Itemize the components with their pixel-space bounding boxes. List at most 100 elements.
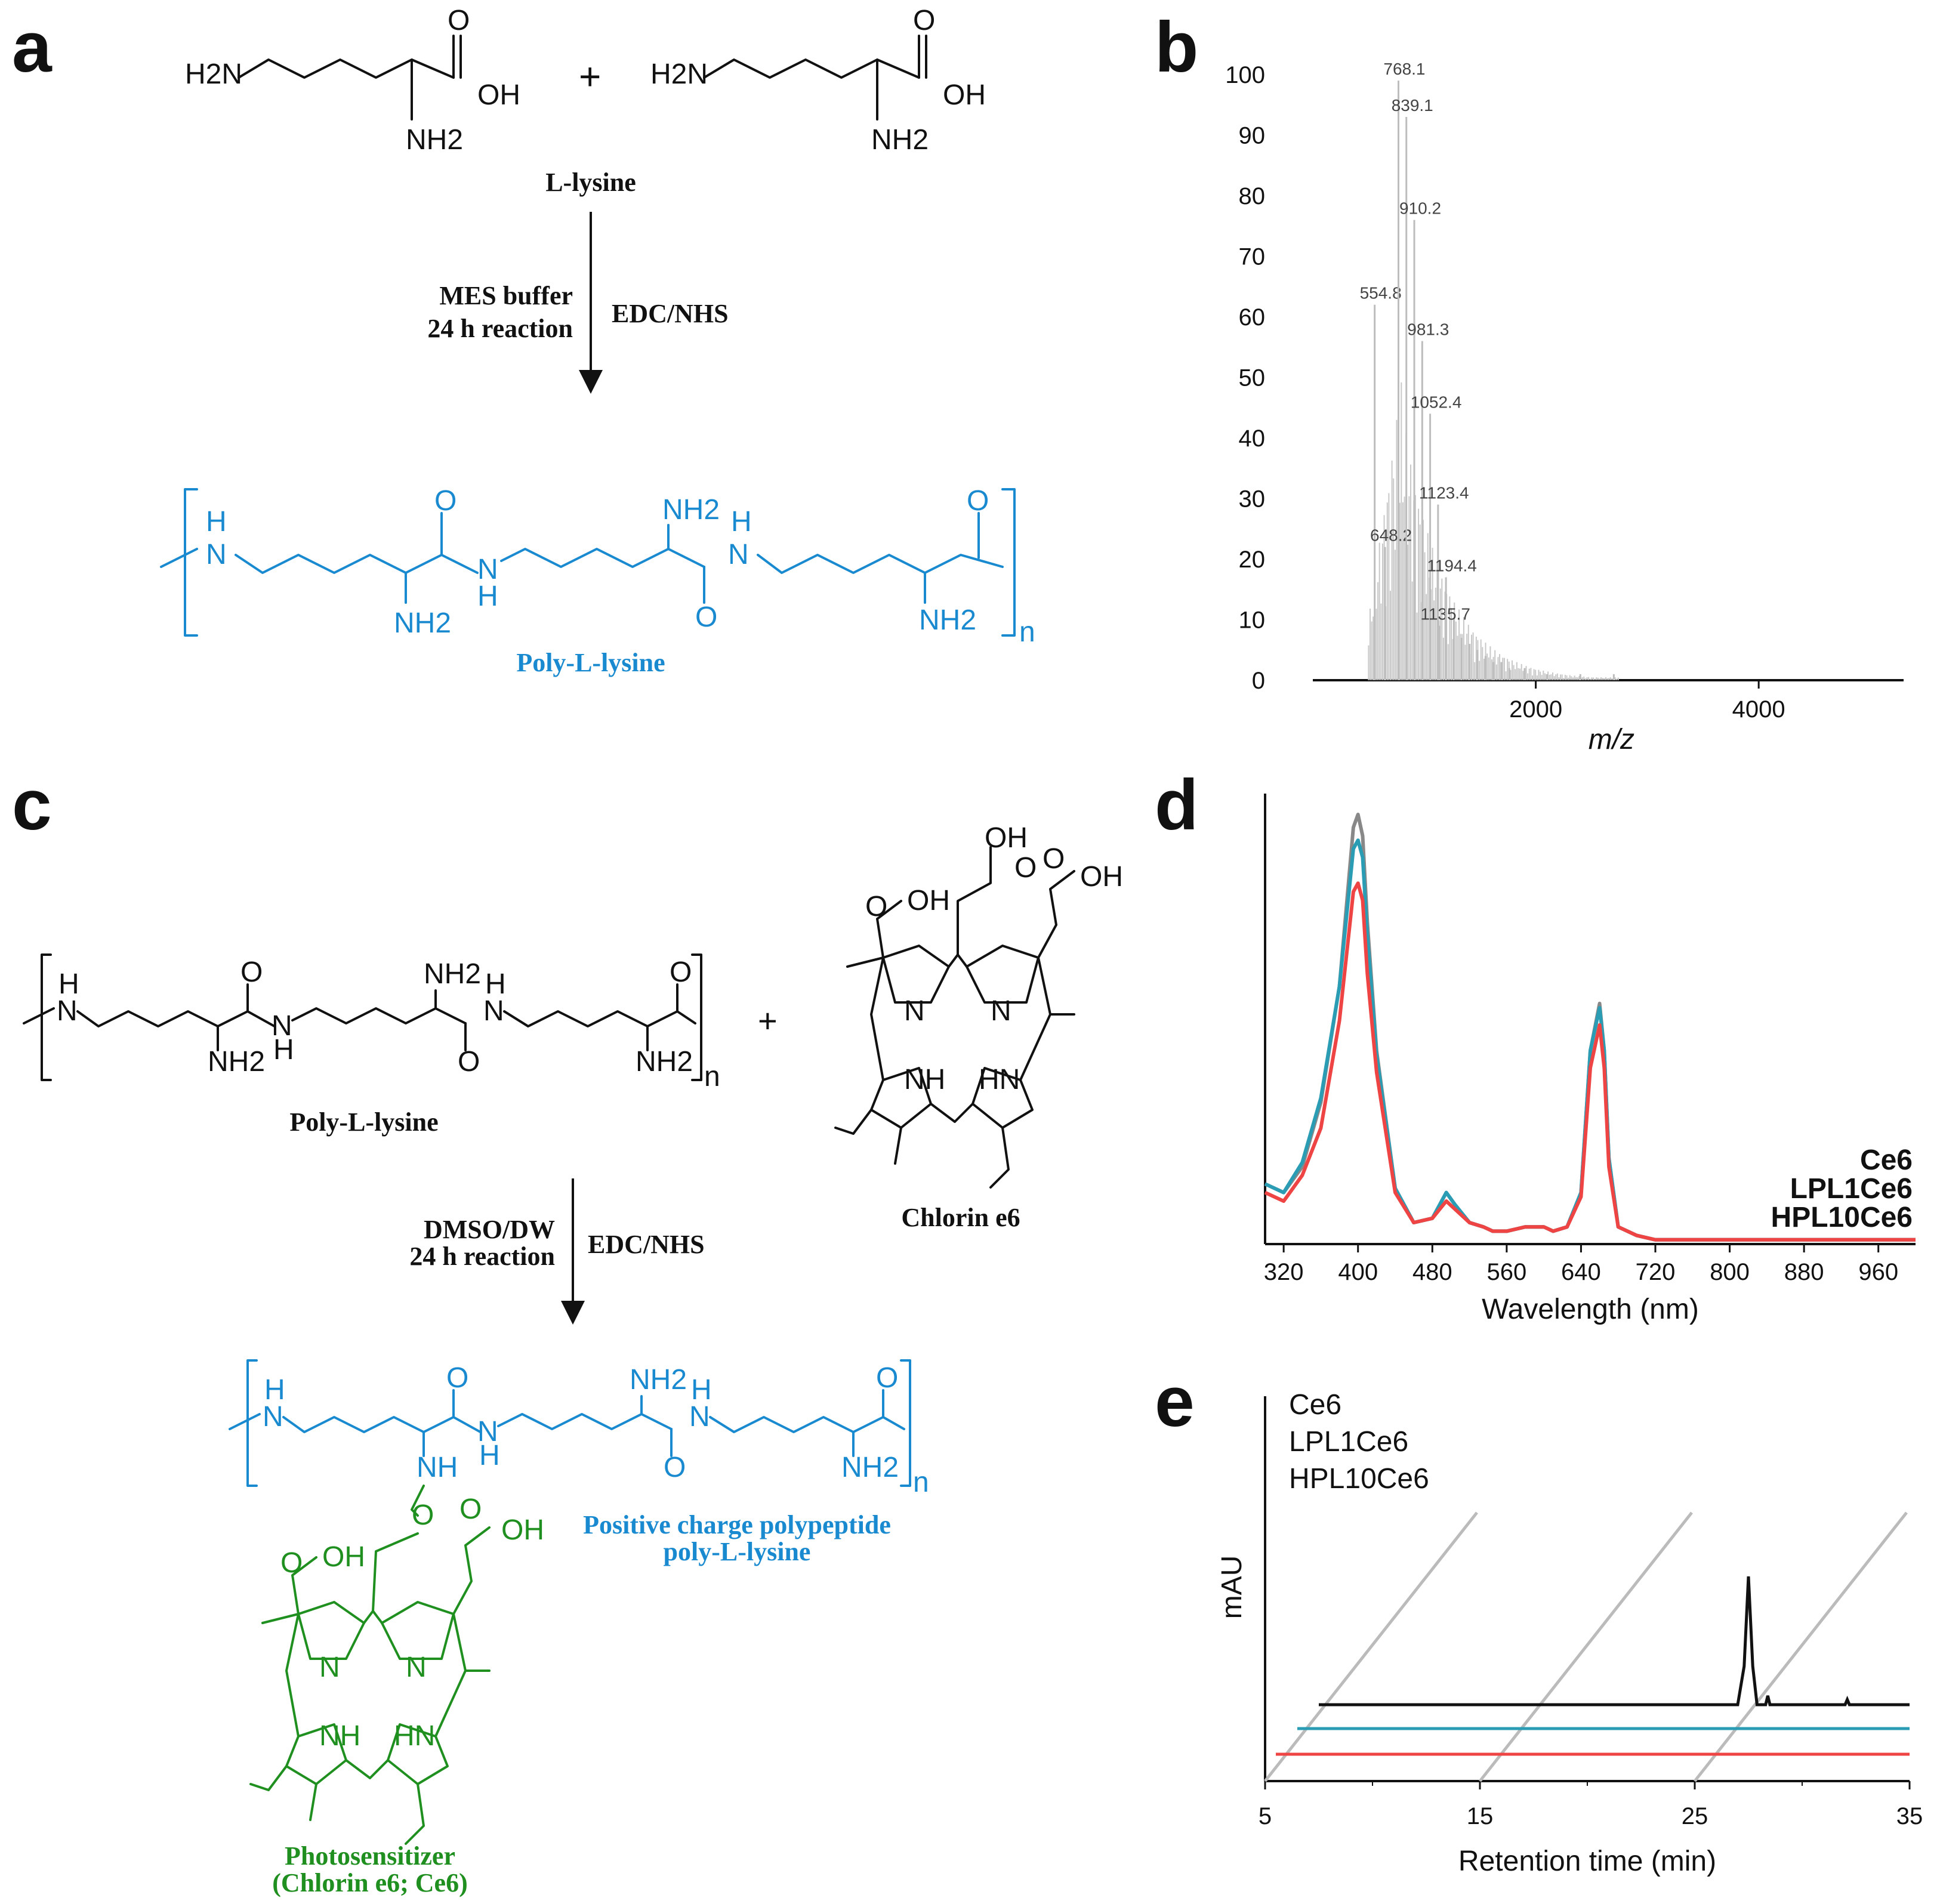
atom-hn: HN <box>979 1064 1020 1096</box>
backbone-bond <box>500 548 705 568</box>
peak-label: 839.1 <box>1392 96 1433 115</box>
atom-o: O <box>446 1362 468 1394</box>
atom-oh: OH <box>1080 861 1123 893</box>
backbone-bond <box>76 1010 276 1027</box>
poly-lysine-structure: N H NH2 O N H NH2 O N H NH2 O n <box>160 485 1035 648</box>
atom-h: H <box>477 581 498 612</box>
perspective-guide-line <box>1264 1511 1478 1782</box>
methyl-group <box>309 1783 317 1821</box>
legend-entry-ce6: Ce6 <box>1860 1144 1913 1176</box>
mass-spectrum-chart: 0 10 20 30 40 50 60 70 80 90 100 2000 4000 m/z 554.8 64… <box>1225 60 1904 755</box>
atom-h: H <box>691 1374 712 1406</box>
condition-reaction-time: 24 h reaction <box>427 314 573 343</box>
legend-entry-lpl1ce6: LPL1Ce6 <box>1289 1426 1408 1458</box>
x-tick-label: 35 <box>1896 1803 1923 1829</box>
lysine-molecule-1: H2N O OH NH2 <box>185 5 520 156</box>
peak-label: 554.8 <box>1360 284 1402 303</box>
atom-nh2: NH2 <box>424 958 481 990</box>
propionic-arm <box>1037 870 1075 959</box>
atom-o: O <box>876 1362 898 1394</box>
y-tick-label: 20 <box>1239 547 1266 573</box>
y-tick-label: 50 <box>1239 365 1266 391</box>
atom-nh2: NH2 <box>630 1364 687 1396</box>
backbone-bond <box>160 548 198 568</box>
methine-bridge <box>930 1103 974 1123</box>
atom-n-index: n <box>1019 616 1035 648</box>
atom-hn: HN <box>394 1720 435 1752</box>
methine-bridge <box>285 1613 300 1738</box>
carboxyl-arm <box>291 1556 317 1615</box>
atom-n: N <box>904 995 925 1027</box>
panel-c: c N H NH2 O N H NH2 O N H NH2 O <box>12 765 1123 1897</box>
methine-bridge <box>948 953 968 968</box>
atom-n: N <box>263 1401 283 1433</box>
condition-dmso-dw: DMSO/DW <box>424 1215 555 1244</box>
hplc-chart: 5 15 25 35 Retention time (min) mAU Ce6 LPL1Ce6… <box>1216 1389 1923 1877</box>
atom-h2n: H2N <box>185 58 242 90</box>
product-poly-lysine: N H NH O N H NH2 O N H NH2 O n <box>229 1359 929 1498</box>
product-green-label-1: Photosensitizer <box>285 1841 455 1871</box>
series-line-hpl10ce6 <box>1264 881 1916 1242</box>
atom-h: H <box>731 506 752 538</box>
atom-n-index: n <box>704 1061 720 1093</box>
y-tick-label: 70 <box>1239 244 1266 270</box>
peak-label: 1194.4 <box>1427 556 1477 575</box>
atom-n: N <box>57 995 78 1027</box>
peak-label: 768.1 <box>1383 60 1425 78</box>
peak-label: 648.2 <box>1370 526 1412 545</box>
poly-lysine-reactant: N H NH2 O N H NH2 O N H NH2 O n <box>23 953 720 1093</box>
panel-a: a H2N O OH NH2 + H2N O OH NH2 L-lysine M… <box>12 5 1035 677</box>
x-tick-label: 400 <box>1338 1259 1378 1285</box>
atom-n: N <box>483 995 504 1027</box>
methyl-group <box>261 1613 300 1624</box>
x-tick-label: 880 <box>1784 1259 1824 1285</box>
x-axis-title: Retention time (min) <box>1458 1846 1716 1877</box>
y-tick-label: 60 <box>1239 304 1266 331</box>
x-tick-label: 560 <box>1486 1259 1526 1285</box>
poly-lysine-reactant-label: Poly-L-lysine <box>289 1107 438 1137</box>
backbone-bond <box>229 1413 261 1430</box>
x-tick-label: 2000 <box>1509 696 1562 723</box>
y-tick-label: 30 <box>1239 486 1266 513</box>
methyl-group <box>846 956 884 968</box>
atom-o: O <box>458 1046 480 1078</box>
methine-bridge <box>363 1610 383 1624</box>
x-tick-label: 640 <box>1561 1259 1601 1285</box>
plus-sign-c: + <box>758 1002 778 1039</box>
atom-h: H <box>58 968 79 1000</box>
perspective-guide-line <box>1694 1511 1908 1782</box>
lysine-label: L-lysine <box>545 168 636 197</box>
pyrrole-ring-d <box>387 1723 449 1785</box>
product-chlorin-e6: O OH O O OH N N NH HN <box>249 1485 544 1845</box>
atom-oh: OH <box>907 885 950 916</box>
pyrrole-ring-c <box>285 1723 347 1785</box>
vinyl-group <box>989 1127 1010 1189</box>
backbone-bond <box>291 1007 467 1024</box>
x-tick-label: 5 <box>1259 1803 1272 1829</box>
y-tick-label: 0 <box>1252 668 1265 694</box>
chain-bond <box>703 58 920 79</box>
peak-label: 910.2 <box>1399 199 1441 218</box>
atom-o: O <box>1043 843 1065 875</box>
atom-oh: OH <box>477 79 520 111</box>
chlorin-e6-reactant: O OH OH O OH O N N NH HN <box>834 822 1123 1189</box>
atom-nh: NH <box>417 1452 458 1483</box>
atom-o: O <box>695 601 717 633</box>
bracket-right <box>1001 488 1016 637</box>
atom-n: N <box>689 1401 710 1433</box>
atom-nh2: NH2 <box>208 1046 265 1078</box>
x-tick-label: 320 <box>1264 1259 1304 1285</box>
atom-n: N <box>206 539 227 570</box>
atom-n: N <box>728 539 749 570</box>
x-tick-label: 720 <box>1636 1259 1676 1285</box>
panel-b: b 0 10 20 30 40 50 60 70 80 90 100 2000 4000 m/z 554.8… <box>1155 7 1904 755</box>
atom-h: H <box>485 968 506 1000</box>
perspective-guide-line <box>1479 1511 1693 1782</box>
atom-oh: OH <box>985 822 1028 854</box>
panel-b-letter: b <box>1155 7 1198 87</box>
atom-o: O <box>967 485 989 517</box>
condition-reaction-time-c: 24 h reaction <box>409 1242 555 1271</box>
peak-label: 1052.4 <box>1411 393 1462 411</box>
atom-o: O <box>280 1547 303 1579</box>
atom-n: N <box>319 1652 340 1683</box>
